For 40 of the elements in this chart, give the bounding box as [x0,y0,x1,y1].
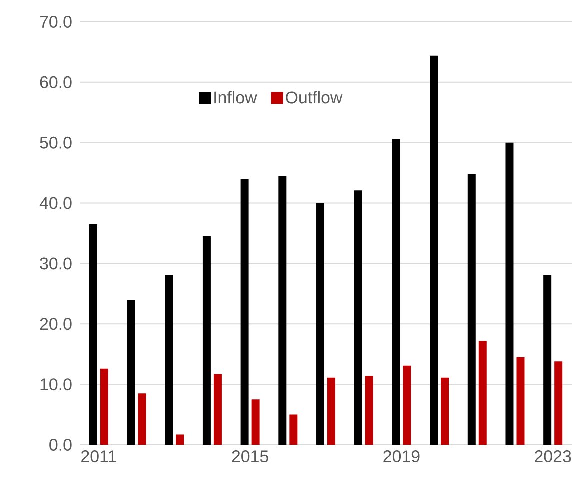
bar [89,224,98,445]
bar [468,174,476,445]
bar [214,374,222,445]
bar [403,366,412,445]
y-tick-label: 60.0 [40,76,72,88]
bar [100,368,108,445]
bar [138,394,146,445]
bar [165,275,174,445]
bar [240,179,249,445]
y-tick-label: 40.0 [40,197,72,210]
bar [127,300,136,445]
bar [430,56,438,445]
bar [441,378,450,445]
y-tick-label: 20.0 [40,318,72,330]
x-tick-label: 2019 [384,450,420,463]
x-tick-label: 2011 [82,450,116,463]
bar [392,139,400,445]
bar [252,400,260,445]
bar [554,362,563,445]
y-tick-label: 10.0 [40,378,72,391]
y-tick-label: 70.0 [40,16,72,28]
bar [202,236,211,445]
bar [290,414,298,445]
bar [354,190,362,445]
bar [328,378,336,445]
y-tick-label: 50.0 [40,136,72,149]
bar [365,376,374,445]
bar [544,275,552,445]
legend-label: Inflow [214,91,258,104]
bar [516,357,525,445]
bar [176,434,184,445]
x-tick-label: 2023 [535,450,572,463]
y-tick-label: 30.0 [40,258,72,270]
legend-label: Outflow [286,91,343,104]
y-tick-label: 0.0 [50,439,72,451]
bar [278,176,287,445]
bar [478,341,487,445]
x-tick-label: 2015 [232,450,268,463]
bar [506,142,514,445]
bar [316,203,325,445]
